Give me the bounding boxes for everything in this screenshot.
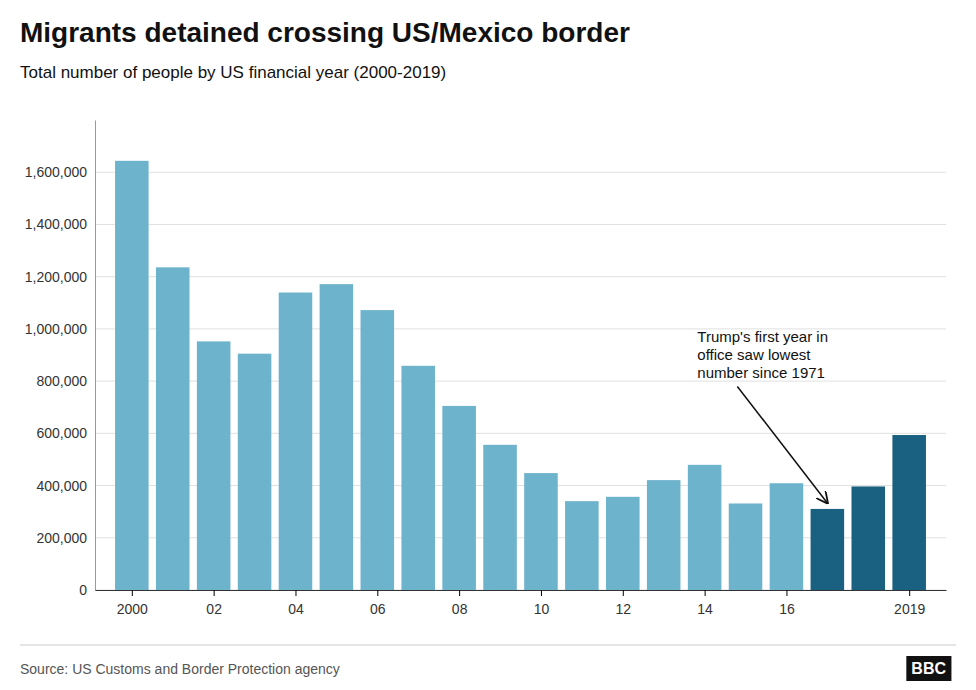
plot: 0 200,000 400,000 600,000 800,000 1,000,000 1,… [25,121,947,617]
bar [811,509,845,590]
bar [361,310,395,590]
x-tick-label: 06 [370,601,386,617]
x-tick-line [541,590,542,596]
x-tick: 02 [206,590,222,617]
logo-text: BBC [911,660,946,677]
annotations: Trump's first year inoffice saw lowestnu… [697,328,828,503]
bar [483,445,517,590]
x-tick: 10 [534,590,550,617]
annotation-line: Trump's first year in [697,328,828,345]
y-tick: 1,000,000 [25,321,95,337]
y-tick: 400,000 [36,478,95,494]
y-tick-label: 0 [79,582,87,598]
x-tick: 08 [452,590,468,617]
annotation-text: Trump's first year inoffice saw lowestnu… [697,328,828,381]
bar [851,486,885,590]
x-tick-line [623,590,624,596]
annotation-line: number since 1971 [697,364,825,381]
bar [442,406,476,590]
grid-line [95,224,946,225]
bar [892,435,926,590]
bar [238,354,272,590]
grid-line [95,276,946,277]
annotation-line: office saw lowest [697,346,811,363]
x-tick-line [214,590,215,596]
x-tick-label: 12 [615,601,631,617]
x-tick: 14 [697,590,713,617]
x-tick: 12 [615,590,631,617]
bar [320,284,354,590]
x-tick-label: 16 [779,601,795,617]
y-tick-label: 1,200,000 [25,269,87,285]
source: Source: US Customs and Border Protection… [20,661,340,677]
y-tick-label: 1,400,000 [25,216,87,232]
annotation-arrow [737,386,827,503]
bars [115,161,926,590]
x-tick-line [705,590,706,596]
y-tick-label: 600,000 [36,425,87,441]
y-axis: 0 200,000 400,000 600,000 800,000 1,000,000 1,… [25,121,96,598]
x-axis: 2000 02 04 06 08 10 12 14 16 2019 [96,590,947,617]
bar [688,465,722,590]
x-tick-label: 02 [206,601,222,617]
x-tick: 16 [779,590,795,617]
chart-svg: Migrants detained crossing US/Mexico bor… [0,0,976,690]
logo: BBC [906,656,951,681]
bar [770,483,804,590]
y-tick: 200,000 [36,530,95,546]
title: Migrants detained crossing US/Mexico bor… [20,17,630,48]
bar [197,341,231,590]
y-tick-label: 800,000 [36,373,87,389]
x-tick: 2000 [117,590,148,617]
x-tick-line [909,590,910,596]
bar [729,503,763,590]
y-tick: 600,000 [36,425,95,441]
x-tick-label: 14 [697,601,713,617]
bar [524,473,558,590]
y-tick-label: 1,000,000 [25,321,87,337]
bar [156,267,190,590]
bar [647,480,681,590]
y-tick-label: 200,000 [36,530,87,546]
bar [606,497,640,590]
x-tick-label: 04 [288,601,304,617]
grid-line [95,172,946,173]
x-tick-line [459,590,460,596]
x-tick-label: 2019 [894,601,925,617]
x-tick: 06 [370,590,386,617]
x-tick-line [377,590,378,596]
x-tick: 04 [288,590,304,617]
bar [279,293,313,590]
bar [115,161,149,590]
x-axis-line [96,590,947,591]
y-tick: 1,400,000 [25,216,95,232]
y-axis-line [95,121,96,591]
separator [20,645,956,646]
logo-box [906,656,951,681]
y-tick: 0 [79,582,95,598]
bar [565,501,599,590]
x-tick: 2019 [894,590,925,617]
x-tick-line [132,590,133,596]
x-tick-label: 10 [534,601,550,617]
subtitle: Total number of people by US financial y… [20,63,446,82]
grid [95,172,946,590]
y-tick-label: 1,600,000 [25,164,87,180]
y-tick: 1,200,000 [25,269,95,285]
y-tick: 1,600,000 [25,164,95,180]
x-tick-line [786,590,787,596]
y-tick: 800,000 [36,373,95,389]
x-tick-label: 08 [452,601,468,617]
y-tick-label: 400,000 [36,478,87,494]
x-tick-line [295,590,296,596]
bar [401,366,435,590]
x-tick-label: 2000 [117,601,148,617]
